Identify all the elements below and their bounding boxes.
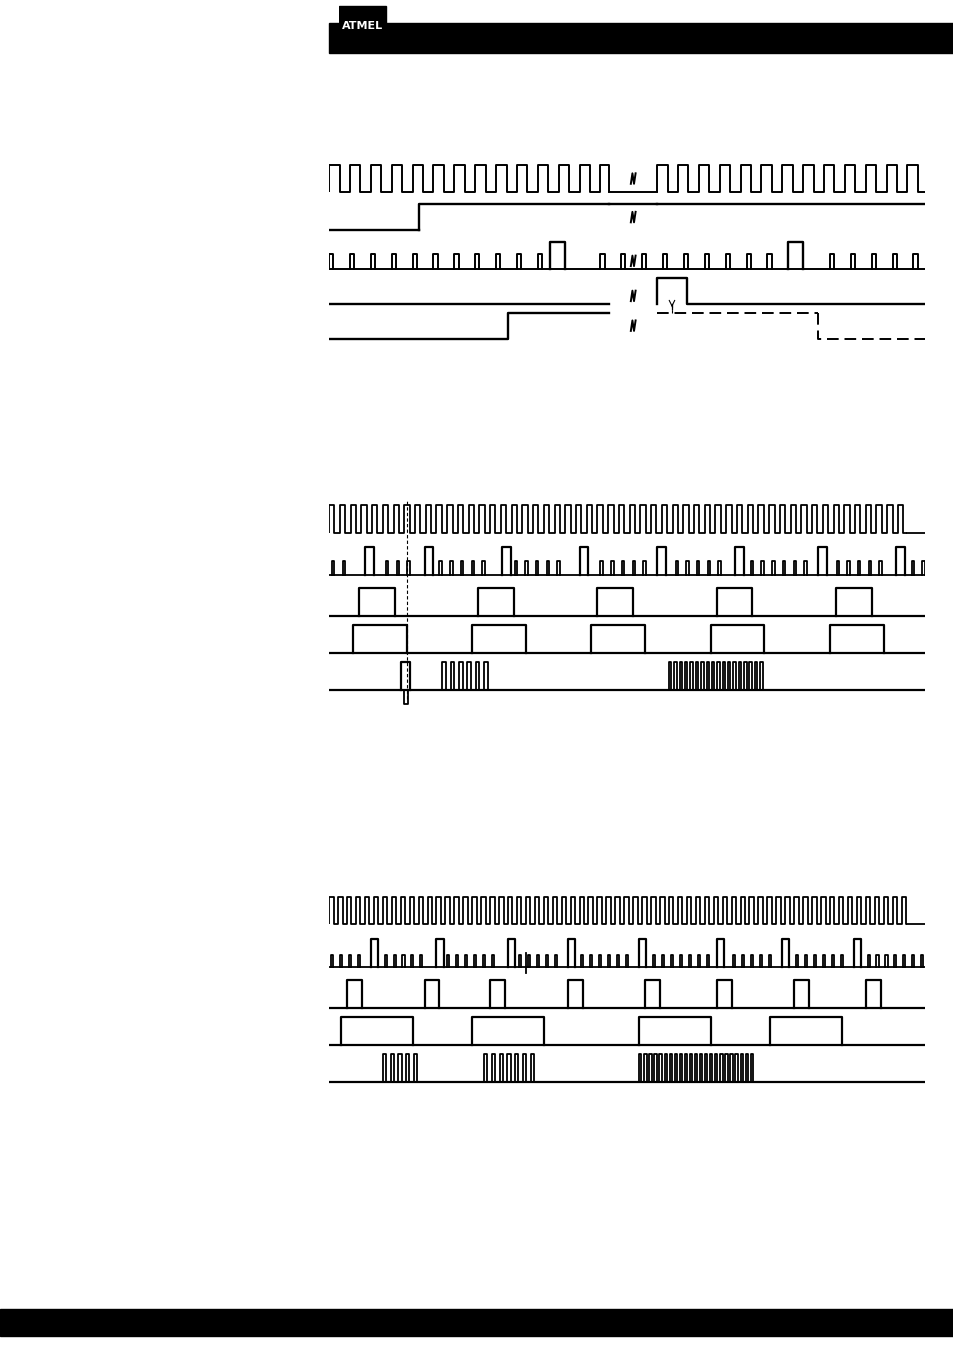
- Bar: [329, 23, 953, 53]
- Bar: [0, 1309, 953, 1336]
- Text: ®: ®: [387, 41, 395, 46]
- Text: ATMEL: ATMEL: [341, 20, 382, 31]
- Bar: [338, 7, 385, 45]
